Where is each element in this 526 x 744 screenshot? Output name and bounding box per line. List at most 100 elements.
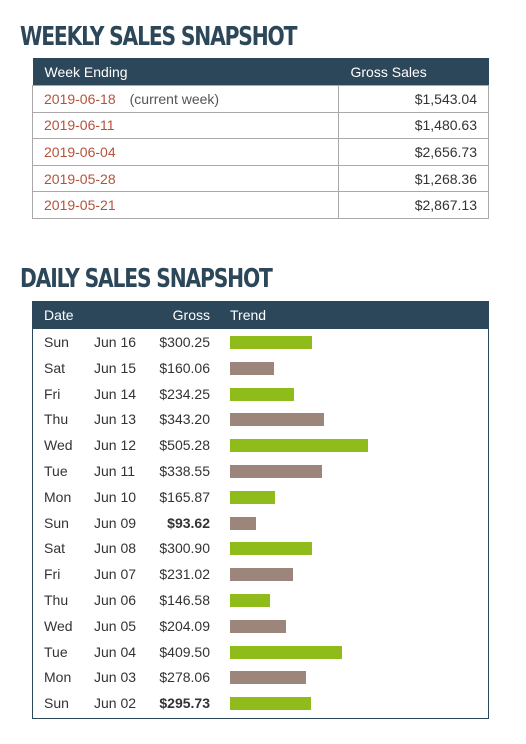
date-cell: Jun 06 bbox=[94, 591, 137, 608]
trend-bar bbox=[230, 413, 324, 427]
day-cell: Thu bbox=[44, 411, 69, 428]
current-week-note: (current week) bbox=[129, 90, 220, 107]
day-cell: Fri bbox=[44, 566, 61, 583]
week-date-link[interactable]: 2019-06-18 bbox=[44, 90, 116, 107]
daily-row: Sat Jun 08 $300.90 bbox=[33, 535, 488, 561]
trend-bar bbox=[230, 671, 306, 685]
gross-cell: $231.02 bbox=[159, 566, 210, 583]
week-date-link[interactable]: 2019-05-28 bbox=[44, 170, 116, 187]
week-ending-cell: 2019-06-04 bbox=[32, 138, 339, 166]
weekly-row: 2019-05-28 $1,268.36 bbox=[32, 164, 489, 193]
date-cell: Jun 02 bbox=[94, 695, 137, 712]
daily-row: Sat Jun 15 $160.06 bbox=[33, 355, 488, 381]
gross-cell: $93.62 bbox=[167, 514, 210, 531]
weekly-sales-title: WEEKLY SALES SNAPSHOT bbox=[20, 22, 297, 52]
daily-row: Fri Jun 07 $231.02 bbox=[33, 561, 488, 587]
trend-bar bbox=[230, 464, 322, 478]
week-ending-cell: 2019-06-11 bbox=[32, 111, 339, 140]
daily-row: Sun Jun 09 $93.62 bbox=[33, 510, 488, 536]
daily-row: Tue Jun 11 $338.55 bbox=[33, 458, 488, 484]
date-cell: Jun 13 bbox=[94, 411, 137, 428]
week-date-link[interactable]: 2019-06-04 bbox=[44, 143, 116, 160]
week-ending-header: Week Ending bbox=[32, 58, 339, 86]
weekly-header-row: Week Ending Gross Sales bbox=[32, 58, 489, 86]
day-cell: Fri bbox=[44, 385, 61, 402]
trend-bar bbox=[230, 490, 275, 504]
week-ending-cell: 2019-06-18 (current week) bbox=[32, 85, 339, 113]
week-ending-cell: 2019-05-21 bbox=[32, 191, 339, 219]
day-cell: Mon bbox=[44, 488, 72, 505]
daily-row: Sun Jun 16 $300.25 bbox=[33, 329, 488, 355]
gross-cell: $343.20 bbox=[159, 411, 210, 428]
daily-sales-table: Date Gross Trend Sun Jun 16 $300.25 Sat Jun … bbox=[32, 301, 489, 719]
daily-row: Thu Jun 06 $146.58 bbox=[33, 587, 488, 613]
gross-cell: $295.73 bbox=[159, 695, 210, 712]
day-cell: Thu bbox=[44, 591, 69, 608]
day-cell: Sun bbox=[44, 514, 69, 531]
daily-row: Tue Jun 04 $409.50 bbox=[33, 639, 488, 665]
gross-cell: $338.55 bbox=[159, 462, 210, 479]
date-cell: Jun 09 bbox=[94, 514, 137, 531]
day-cell: Mon bbox=[44, 669, 72, 686]
date-cell: Jun 04 bbox=[94, 643, 137, 660]
trend-bar bbox=[230, 568, 293, 582]
gross-cell: $300.25 bbox=[159, 334, 210, 350]
date-cell: Jun 14 bbox=[94, 385, 137, 402]
day-cell: Tue bbox=[44, 643, 68, 660]
gross-cell: $204.09 bbox=[159, 617, 210, 634]
trend-bar bbox=[230, 361, 274, 375]
daily-row: Sun Jun 02 $295.73 bbox=[33, 690, 488, 716]
day-cell: Tue bbox=[44, 462, 68, 479]
trend-header: Trend bbox=[230, 307, 267, 323]
weekly-row: 2019-06-11 $1,480.63 bbox=[32, 111, 489, 140]
gross-cell: $505.28 bbox=[159, 437, 210, 454]
weekly-sales-table: Week Ending Gross Sales 2019-06-18 (curre… bbox=[32, 58, 489, 219]
date-cell: Jun 03 bbox=[94, 669, 137, 686]
date-cell: Jun 10 bbox=[94, 488, 137, 505]
gross-cell: $234.25 bbox=[159, 385, 210, 402]
trend-bar bbox=[230, 387, 294, 401]
daily-row: Wed Jun 05 $204.09 bbox=[33, 613, 488, 639]
weekly-row: 2019-06-04 $2,656.73 bbox=[32, 138, 489, 166]
gross-cell: $165.87 bbox=[159, 488, 210, 505]
gross-header: Gross bbox=[172, 307, 210, 323]
trend-bar bbox=[230, 593, 270, 607]
day-cell: Sun bbox=[44, 334, 69, 350]
daily-header-row: Date Gross Trend bbox=[33, 301, 488, 329]
date-cell: Jun 05 bbox=[94, 617, 137, 634]
day-cell: Wed bbox=[44, 437, 73, 454]
date-cell: Jun 16 bbox=[94, 334, 137, 350]
week-ending-cell: 2019-05-28 bbox=[32, 164, 339, 193]
gross-cell: $409.50 bbox=[159, 643, 210, 660]
gross-sales-cell: $1,268.36 bbox=[338, 164, 489, 193]
weekly-row: 2019-05-21 $2,867.13 bbox=[32, 191, 489, 219]
gross-sales-cell: $2,867.13 bbox=[338, 191, 489, 219]
gross-sales-header: Gross Sales bbox=[338, 58, 489, 86]
daily-row: Fri Jun 14 $234.25 bbox=[33, 381, 488, 407]
gross-sales-cell: $2,656.73 bbox=[338, 138, 489, 166]
trend-bar bbox=[230, 516, 256, 530]
trend-bar bbox=[230, 619, 286, 633]
week-date-link[interactable]: 2019-05-21 bbox=[44, 197, 116, 214]
gross-cell: $278.06 bbox=[159, 669, 210, 686]
week-date-link[interactable]: 2019-06-11 bbox=[44, 117, 115, 134]
trend-bar bbox=[230, 336, 312, 349]
date-cell: Jun 08 bbox=[94, 540, 137, 557]
trend-bar bbox=[230, 542, 312, 556]
daily-row: Wed Jun 12 $505.28 bbox=[33, 432, 488, 458]
date-cell: Jun 12 bbox=[94, 437, 137, 454]
day-cell: Wed bbox=[44, 617, 73, 634]
daily-row: Thu Jun 13 $343.20 bbox=[33, 406, 488, 432]
daily-row: Mon Jun 10 $165.87 bbox=[33, 484, 488, 510]
day-cell: Sat bbox=[44, 359, 66, 376]
date-cell: Jun 15 bbox=[94, 359, 137, 376]
daily-row: Mon Jun 03 $278.06 bbox=[33, 664, 488, 690]
date-header: Date bbox=[44, 307, 74, 323]
day-cell: Sat bbox=[44, 540, 66, 557]
trend-bar bbox=[230, 645, 342, 659]
day-cell: Sun bbox=[44, 695, 69, 712]
date-cell: Jun 11 bbox=[94, 462, 135, 479]
date-cell: Jun 07 bbox=[94, 566, 137, 583]
trend-bar bbox=[230, 697, 311, 711]
gross-cell: $160.06 bbox=[159, 359, 210, 376]
